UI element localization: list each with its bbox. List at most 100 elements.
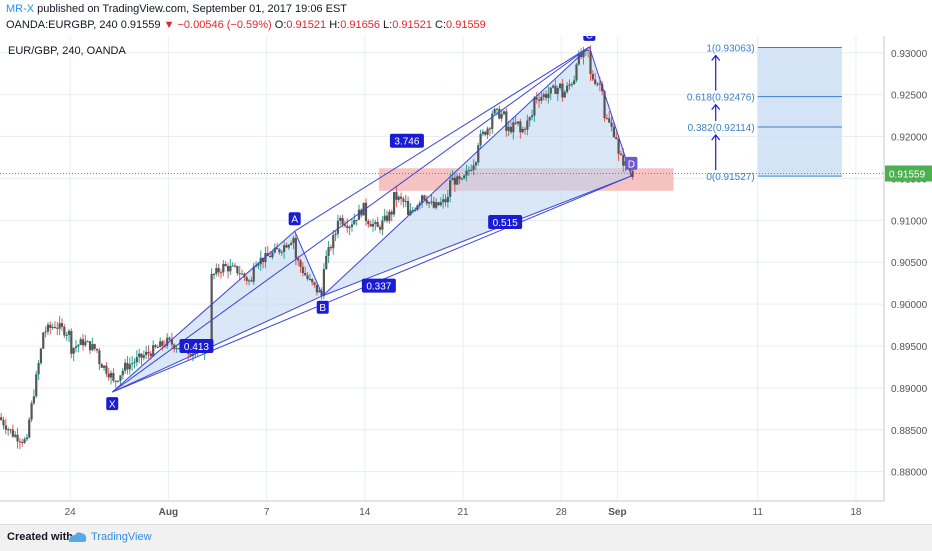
symbol-text: OANDA:EURGBP, 240: [6, 19, 118, 31]
candle-body: [126, 362, 129, 370]
pattern-line-ac: [294, 46, 590, 232]
candle-body: [619, 153, 623, 156]
candle-body: [240, 273, 244, 275]
candle-body: [481, 131, 485, 134]
candle-body: [528, 117, 531, 121]
candle-body: [292, 237, 295, 244]
candle-body: [297, 258, 300, 261]
candle-body: [245, 277, 248, 281]
candle-body: [582, 50, 585, 58]
candle-body: [306, 275, 309, 280]
candle-body: [226, 265, 230, 272]
candle-body: [385, 215, 389, 221]
candle-body: [617, 138, 620, 154]
candle-body: [233, 265, 237, 267]
candle-body: [341, 218, 344, 225]
candle-body: [9, 429, 12, 431]
price-chart[interactable]: X A B C D 0.413 0.337 0.515 3.746 1(0.93063) 0.61…: [0, 36, 932, 523]
candle-body: [418, 202, 421, 206]
down-arrow-icon: ▼: [163, 19, 175, 31]
high-label: H:: [326, 19, 341, 31]
candle-body: [502, 111, 506, 115]
pattern-line-xb: [112, 295, 323, 393]
price-tick-label: 0.90000: [891, 300, 928, 311]
fib-level-label: 0(0.91527): [706, 172, 754, 183]
candle-body: [98, 350, 101, 365]
candle-body: [521, 128, 524, 133]
candle-body: [128, 364, 131, 370]
candle-body: [4, 425, 7, 430]
open-value: 0.91521: [286, 19, 327, 31]
candle-body: [23, 439, 26, 443]
candle-body: [383, 215, 386, 221]
candle-body: [500, 114, 503, 119]
pattern-triangle-bcd: [322, 46, 632, 296]
candle-body: [86, 341, 89, 343]
point-label-d: D: [628, 159, 635, 170]
candle-body: [615, 137, 618, 139]
high-value: 0.91656: [340, 19, 380, 31]
candle-body: [486, 128, 489, 135]
candle-body: [570, 84, 573, 86]
candle-body: [449, 180, 452, 197]
candle-body: [170, 339, 173, 345]
candle-body: [537, 99, 541, 101]
candle-body: [131, 363, 134, 365]
low-label: L:: [379, 19, 393, 31]
candle-body: [432, 201, 435, 208]
low-value: 0.91521: [392, 19, 432, 31]
tradingview-brand-link[interactable]: TradingView: [91, 531, 152, 543]
candle-body: [37, 363, 40, 375]
candle-body: [428, 202, 431, 204]
author-link[interactable]: MR-X: [6, 3, 35, 15]
tradingview-logo-icon: [69, 532, 87, 542]
candle-body: [236, 265, 239, 274]
candle-body: [430, 201, 433, 203]
candle-body: [318, 290, 321, 293]
candle-body: [212, 273, 216, 275]
candle-body: [44, 331, 47, 333]
candle-body: [39, 348, 43, 364]
price-tick-label: 0.88000: [891, 468, 928, 479]
candle-body: [409, 210, 412, 215]
last-price-tag-label: 0.91559: [889, 169, 926, 180]
candle-body: [294, 237, 297, 259]
candle-body: [142, 355, 145, 358]
candle-body: [91, 344, 94, 351]
candle-body: [161, 341, 164, 346]
candle-body: [404, 201, 407, 203]
candle-body: [587, 49, 590, 52]
point-label-box-a: [288, 212, 301, 226]
price-tick-label: 0.88500: [891, 426, 928, 437]
candle-body: [350, 224, 354, 228]
candle-body: [367, 220, 370, 225]
candle-body: [25, 437, 28, 440]
candle-body: [121, 370, 124, 376]
pattern-lines-layer: X A B C D 0.413 0.337 0.515 3.746: [106, 36, 638, 411]
candle-body: [327, 247, 330, 257]
published-text: published on TradingView.com, September …: [34, 3, 347, 15]
fib-arrow-head: [711, 54, 721, 61]
candle-body: [100, 364, 103, 368]
candle-body: [187, 352, 190, 354]
candle-body: [631, 170, 634, 178]
candle-body: [470, 169, 473, 171]
change-text: −0.00546 (−0.59%): [174, 19, 272, 31]
candle-body: [479, 133, 482, 146]
candle-body: [376, 222, 379, 228]
fib-arrow-head: [711, 134, 721, 141]
candle-body: [175, 348, 178, 350]
candle-body: [166, 337, 169, 346]
candle-body: [217, 268, 220, 273]
candle-body: [378, 227, 382, 230]
candle-body: [0, 417, 3, 421]
ratio-label-box: [389, 133, 424, 148]
candle-body: [299, 260, 302, 267]
point-label-x: X: [109, 400, 116, 411]
candle-body: [406, 201, 410, 215]
candle-body: [119, 375, 122, 381]
point-label-box-c: [583, 36, 596, 41]
candle-body: [392, 192, 396, 215]
candle-body: [49, 324, 52, 328]
candle-body: [554, 85, 557, 94]
